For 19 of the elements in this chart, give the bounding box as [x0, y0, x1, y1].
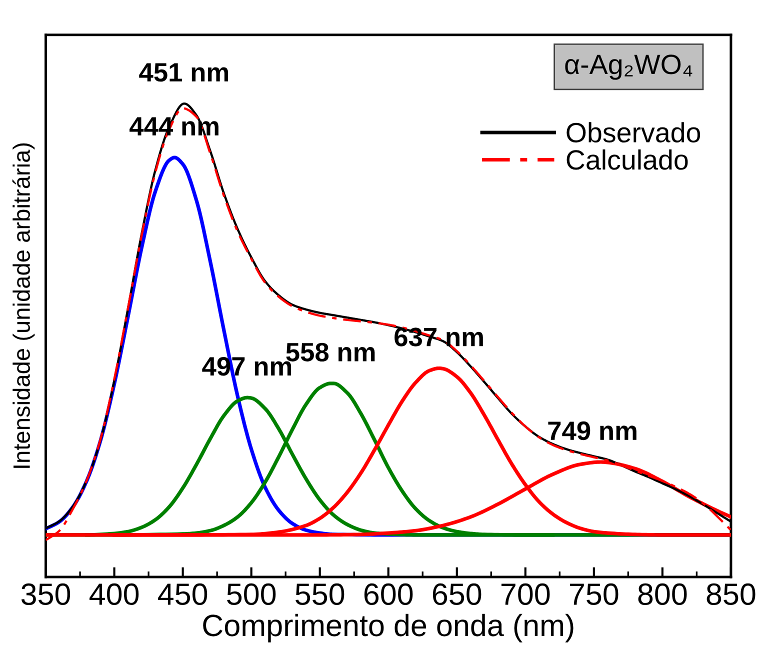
x-tick-label: 550	[296, 583, 344, 606]
x-axis-title: Comprimento de onda (nm)	[203, 614, 574, 642]
legend-title: α-Ag₂WO₄	[565, 54, 692, 80]
x-tick-label: 800	[638, 583, 687, 606]
legend-label: Observado	[566, 122, 700, 143]
annotation: 451 nm	[139, 63, 228, 82]
x-tick-label: 650	[432, 583, 482, 606]
legend-label: Calculado	[566, 149, 688, 170]
x-tick-label: 700	[501, 583, 550, 606]
x-tick-label: 750	[570, 583, 618, 606]
annotation: 637 nm	[394, 328, 483, 346]
x-tick-label: 400	[90, 583, 139, 606]
x-tick-label: 500	[227, 583, 276, 606]
x-tick-label: 600	[364, 583, 413, 606]
annotation: 749 nm	[548, 421, 636, 440]
x-tick-label: 850	[706, 583, 756, 606]
y-axis-title: Intensidade (unidade arbitrária)	[12, 143, 35, 468]
x-tick-label: 350	[21, 583, 70, 606]
x-tick-label: 450	[158, 583, 208, 606]
